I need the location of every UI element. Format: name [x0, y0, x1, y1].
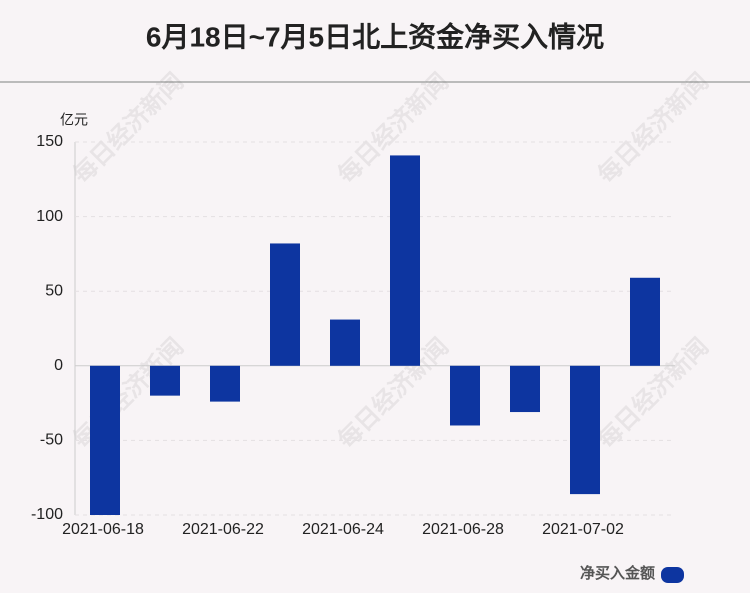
y-tick-label: 0	[54, 357, 63, 374]
y-tick-label: 50	[45, 282, 63, 299]
bar	[570, 365, 600, 495]
bar	[210, 365, 240, 402]
x-tick-label: 2021-06-22	[182, 521, 264, 538]
chart-title: 6月18日~7月5日北上资金净买入情况	[146, 20, 604, 52]
bar	[150, 365, 180, 396]
y-tick-label: -100	[31, 506, 63, 523]
y-unit: 亿元	[60, 112, 88, 128]
x-tick-label: 2021-06-28	[422, 521, 504, 538]
y-tick-label: 150	[36, 133, 63, 150]
bar	[330, 319, 360, 366]
bar	[630, 277, 660, 366]
bar	[510, 365, 540, 413]
x-tick-label: 2021-07-02	[542, 521, 624, 538]
y-tick-label: -50	[40, 432, 63, 449]
legend-swatch	[661, 567, 684, 583]
bar	[450, 365, 480, 426]
y-tick-label: 100	[36, 208, 63, 225]
x-tick-label: 2021-06-18	[62, 521, 144, 538]
legend-label: 净买入金额	[580, 564, 655, 582]
bar	[270, 243, 300, 366]
bar	[90, 365, 120, 515]
bar	[390, 155, 420, 366]
x-tick-label: 2021-06-24	[302, 521, 384, 538]
